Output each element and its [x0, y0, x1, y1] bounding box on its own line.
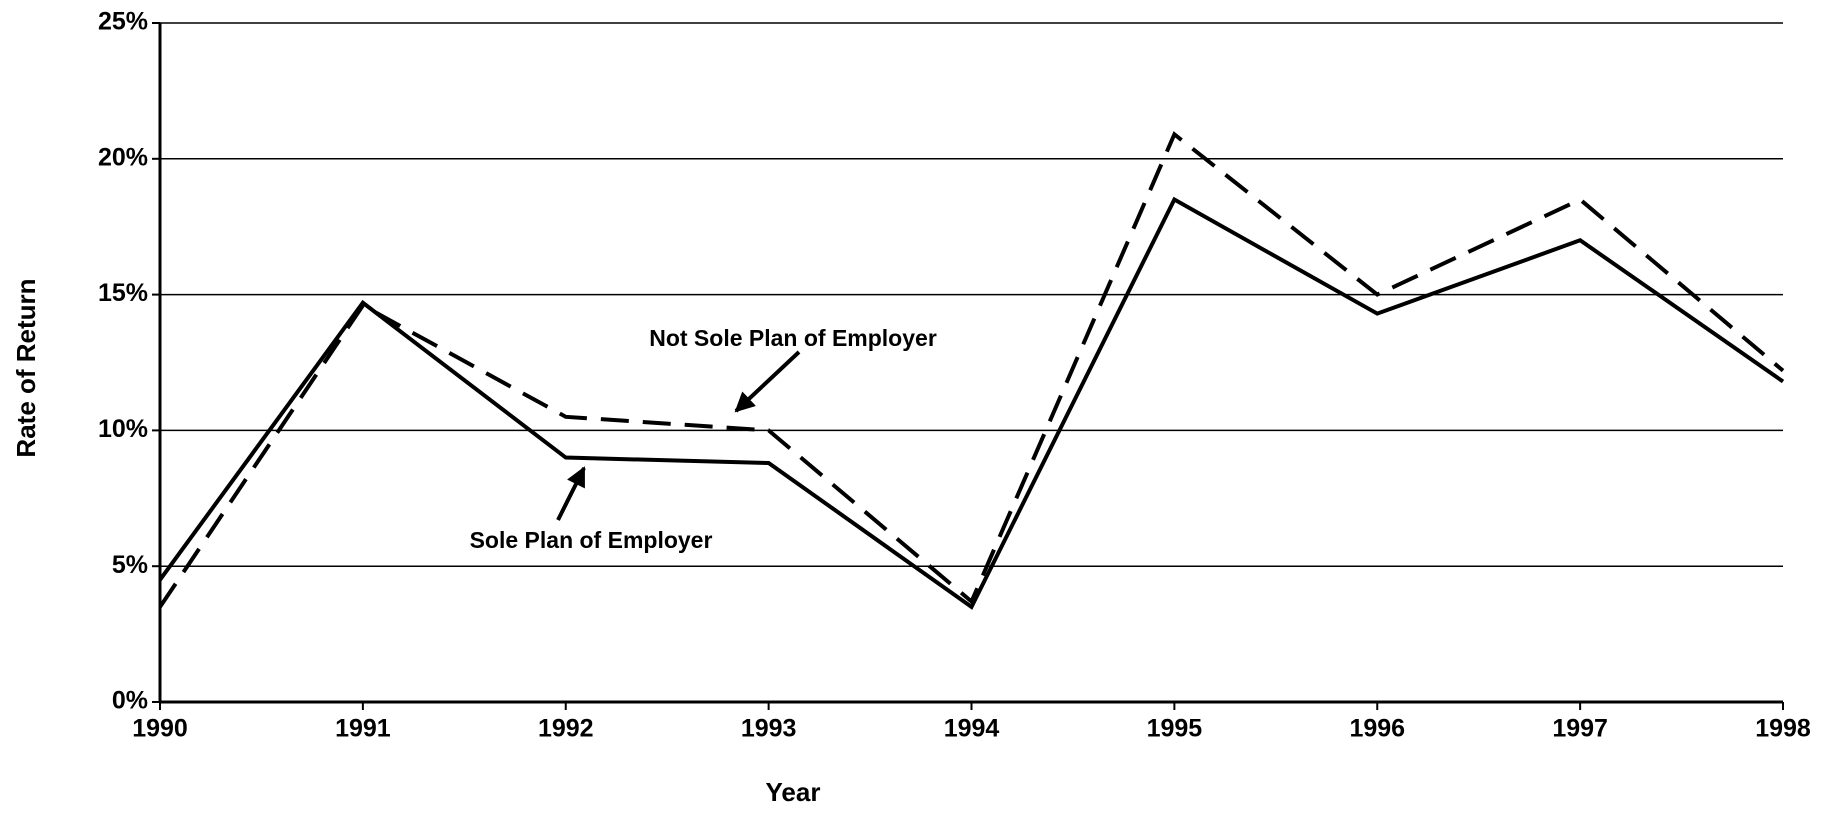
x-tick-label: 1997 — [1552, 715, 1608, 743]
y-axis-label: Rate of Return — [11, 278, 41, 457]
annotation-arrow — [556, 466, 586, 521]
annotation: Sole Plan of Employer — [470, 527, 713, 553]
x-tick-label: 1996 — [1349, 715, 1405, 743]
y-tick-label: 15% — [98, 279, 148, 307]
y-tick-label: 20% — [98, 143, 148, 171]
x-tick-label: 1994 — [944, 715, 1000, 743]
annotation: Not Sole Plan of Employer — [649, 325, 937, 351]
x-tick-label: 1990 — [132, 715, 188, 743]
x-tick-label: 1992 — [538, 715, 594, 743]
annotation-arrow — [734, 350, 801, 413]
x-axis-label: Year — [766, 777, 821, 807]
x-tick-label: 1993 — [741, 715, 797, 743]
series-line — [158, 131, 1785, 609]
x-tick-label: 1991 — [335, 715, 391, 743]
y-tick-label: 5% — [112, 551, 148, 579]
x-tick-label: 1998 — [1755, 715, 1811, 743]
y-tick-label: 10% — [98, 415, 148, 443]
y-tick-label: 25% — [98, 8, 148, 36]
series-line — [158, 196, 1785, 610]
y-tick-label: 0% — [112, 687, 148, 715]
x-tick-label: 1995 — [1147, 715, 1203, 743]
